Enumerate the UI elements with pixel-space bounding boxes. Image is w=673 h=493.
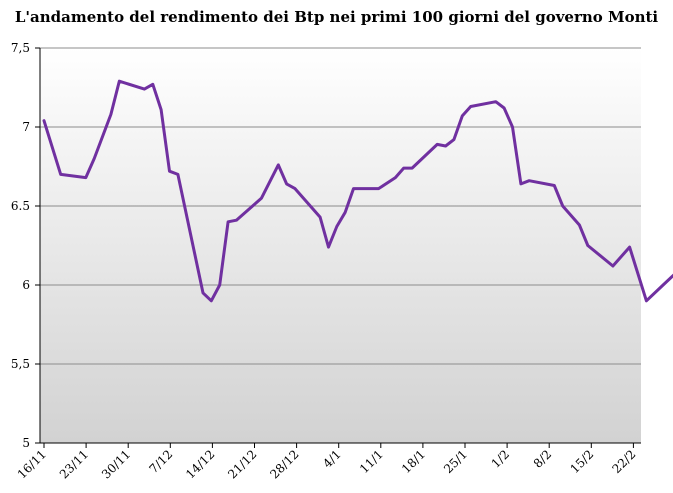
- x-tick-labels: 16/11 23/11 30/11 7/12 14/12 21/12 28/12 4/1 11/…: [15, 447, 639, 481]
- y-tick-label: 5: [22, 436, 30, 450]
- x-tick-label: 4/1: [320, 447, 344, 471]
- x-tick-label: 28/12: [267, 447, 301, 481]
- axes: [39, 48, 641, 448]
- y-tick-label: 7,5: [11, 41, 30, 55]
- x-tick-label: 16/11: [15, 447, 49, 481]
- x-tick-label: 1/2: [489, 447, 513, 471]
- y-tick-label: 6.5: [11, 199, 30, 213]
- x-tick-label: 21/12: [225, 447, 259, 481]
- x-tick-label: 30/11: [99, 447, 133, 481]
- x-tick-label: 11/1: [357, 447, 386, 476]
- y-tick-labels: 5 5,5 6 6.5 7 7,5: [11, 41, 30, 450]
- chart-title: L'andamento del rendimento dei Btp nei p…: [14, 8, 659, 26]
- series-layer: [42, 79, 673, 303]
- x-tick-label: 15/2: [567, 447, 596, 476]
- y-tick-label: 5,5: [11, 357, 30, 371]
- plot-area: [40, 48, 641, 443]
- y-tick-label: 6: [22, 278, 30, 292]
- grid-lines: [35, 47, 641, 444]
- x-tick-label: 22/2: [610, 447, 639, 476]
- x-tick-label: 8/2: [531, 447, 555, 471]
- x-tick-label: 7/12: [146, 447, 175, 476]
- series-line: [42, 79, 673, 303]
- x-tick-label: 18/1: [399, 447, 428, 476]
- x-tick-label: 23/11: [57, 447, 91, 481]
- x-tick-label: 25/1: [441, 447, 470, 476]
- y-tick-label: 7: [22, 120, 30, 134]
- x-tick-label: 14/12: [183, 447, 217, 481]
